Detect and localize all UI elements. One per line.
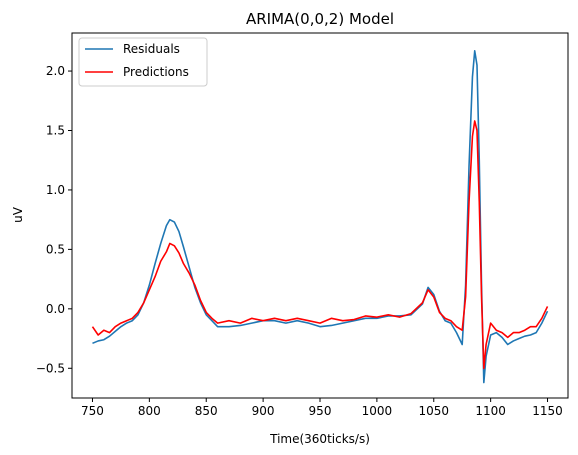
- y-tick-label: 1.0: [46, 183, 65, 197]
- y-tick-label: 2.0: [46, 64, 65, 78]
- plot-frame: [71, 32, 569, 399]
- x-tick-label: 900: [252, 404, 275, 418]
- y-axis-label: uV: [11, 206, 25, 223]
- y-tick-label: 0.5: [46, 242, 65, 256]
- series-line-predictions: [91, 120, 549, 370]
- y-axis: −0.5 0.0 0.5 1.0 1.5 2.0: [36, 64, 72, 375]
- y-tick-label: 0.0: [46, 302, 65, 316]
- x-tick-label: 1000: [362, 404, 393, 418]
- series-layer: [91, 50, 549, 384]
- x-tick-label: 1050: [418, 404, 449, 418]
- series-line-residuals: [92, 50, 549, 384]
- legend-label-residuals: Residuals: [123, 42, 180, 56]
- x-tick-label: 950: [309, 404, 332, 418]
- plot-area: [71, 32, 569, 399]
- legend: Residuals Predictions: [78, 37, 208, 87]
- chart-title: ARIMA(0,0,2) Model: [246, 10, 394, 28]
- x-tick-label: 1100: [475, 404, 506, 418]
- legend-frame: [78, 37, 208, 87]
- y-tick-label: −0.5: [36, 361, 65, 375]
- y-tick-label: 1.5: [46, 123, 65, 137]
- x-tick-label: 800: [138, 404, 161, 418]
- x-axis-label: Time(360ticks/s): [269, 432, 370, 446]
- x-tick-label: 750: [81, 404, 104, 418]
- x-tick-label: 1150: [532, 404, 563, 418]
- x-tick-label: 850: [195, 404, 218, 418]
- legend-label-predictions: Predictions: [123, 65, 189, 79]
- x-axis: 750 800 850 900 950 1000 1050 1100 1150: [81, 398, 563, 418]
